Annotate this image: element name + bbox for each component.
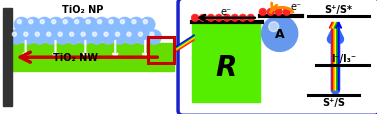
- Circle shape: [247, 15, 254, 22]
- Bar: [148, 38, 174, 64]
- Circle shape: [78, 30, 93, 45]
- Bar: [192, 23, 260, 103]
- Circle shape: [138, 33, 143, 37]
- FancyBboxPatch shape: [178, 0, 378, 115]
- Circle shape: [215, 15, 223, 22]
- Bar: [3, 9, 12, 106]
- Circle shape: [55, 30, 70, 45]
- Circle shape: [74, 20, 79, 24]
- Circle shape: [150, 33, 154, 37]
- Circle shape: [26, 18, 40, 33]
- Circle shape: [94, 18, 109, 33]
- Circle shape: [275, 9, 282, 16]
- Circle shape: [106, 18, 121, 33]
- Circle shape: [70, 33, 74, 37]
- Circle shape: [269, 23, 279, 32]
- Circle shape: [135, 30, 150, 45]
- Circle shape: [127, 33, 131, 37]
- Circle shape: [140, 18, 155, 33]
- Circle shape: [17, 20, 22, 24]
- Circle shape: [32, 30, 47, 45]
- Circle shape: [129, 18, 144, 33]
- Circle shape: [93, 33, 97, 37]
- Circle shape: [63, 20, 67, 24]
- Circle shape: [81, 33, 85, 37]
- Text: e⁻: e⁻: [291, 2, 302, 12]
- Text: TiO₂ NW: TiO₂ NW: [53, 53, 98, 63]
- Circle shape: [29, 20, 33, 24]
- Circle shape: [259, 9, 266, 16]
- Circle shape: [132, 20, 136, 24]
- Circle shape: [14, 18, 29, 33]
- Circle shape: [109, 20, 113, 24]
- Circle shape: [35, 33, 39, 37]
- Circle shape: [46, 33, 51, 37]
- Circle shape: [121, 20, 125, 24]
- Circle shape: [143, 20, 147, 24]
- Circle shape: [43, 30, 59, 45]
- Circle shape: [117, 18, 132, 33]
- Circle shape: [60, 18, 75, 33]
- Circle shape: [101, 30, 116, 45]
- Circle shape: [24, 33, 28, 37]
- Text: A: A: [275, 28, 285, 41]
- Circle shape: [124, 30, 139, 45]
- Circle shape: [262, 17, 297, 52]
- Circle shape: [89, 30, 104, 45]
- Circle shape: [199, 15, 207, 22]
- Circle shape: [147, 30, 162, 45]
- Text: e⁻: e⁻: [220, 7, 231, 17]
- Circle shape: [83, 18, 98, 33]
- Circle shape: [52, 20, 56, 24]
- Circle shape: [21, 30, 36, 45]
- Circle shape: [112, 30, 127, 45]
- Circle shape: [86, 20, 90, 24]
- Circle shape: [104, 33, 108, 37]
- Circle shape: [267, 9, 274, 16]
- Circle shape: [9, 30, 24, 45]
- Circle shape: [231, 15, 239, 22]
- Text: R: R: [215, 54, 237, 81]
- Circle shape: [191, 15, 199, 22]
- Circle shape: [283, 9, 290, 16]
- Circle shape: [37, 18, 52, 33]
- Text: I⁻/I₃⁻: I⁻/I₃⁻: [331, 54, 356, 64]
- Text: S⁺/S: S⁺/S: [322, 97, 345, 107]
- Circle shape: [223, 15, 231, 22]
- Circle shape: [71, 18, 87, 33]
- Circle shape: [48, 18, 64, 33]
- Circle shape: [12, 33, 17, 37]
- Bar: [12, 44, 174, 71]
- Circle shape: [58, 33, 62, 37]
- Circle shape: [40, 20, 44, 24]
- Circle shape: [67, 30, 81, 45]
- Text: TiO₂ NP: TiO₂ NP: [62, 5, 103, 15]
- Circle shape: [207, 15, 215, 22]
- Circle shape: [239, 15, 246, 22]
- Text: S⁺/S*: S⁺/S*: [324, 5, 352, 15]
- Circle shape: [98, 20, 102, 24]
- Circle shape: [115, 33, 119, 37]
